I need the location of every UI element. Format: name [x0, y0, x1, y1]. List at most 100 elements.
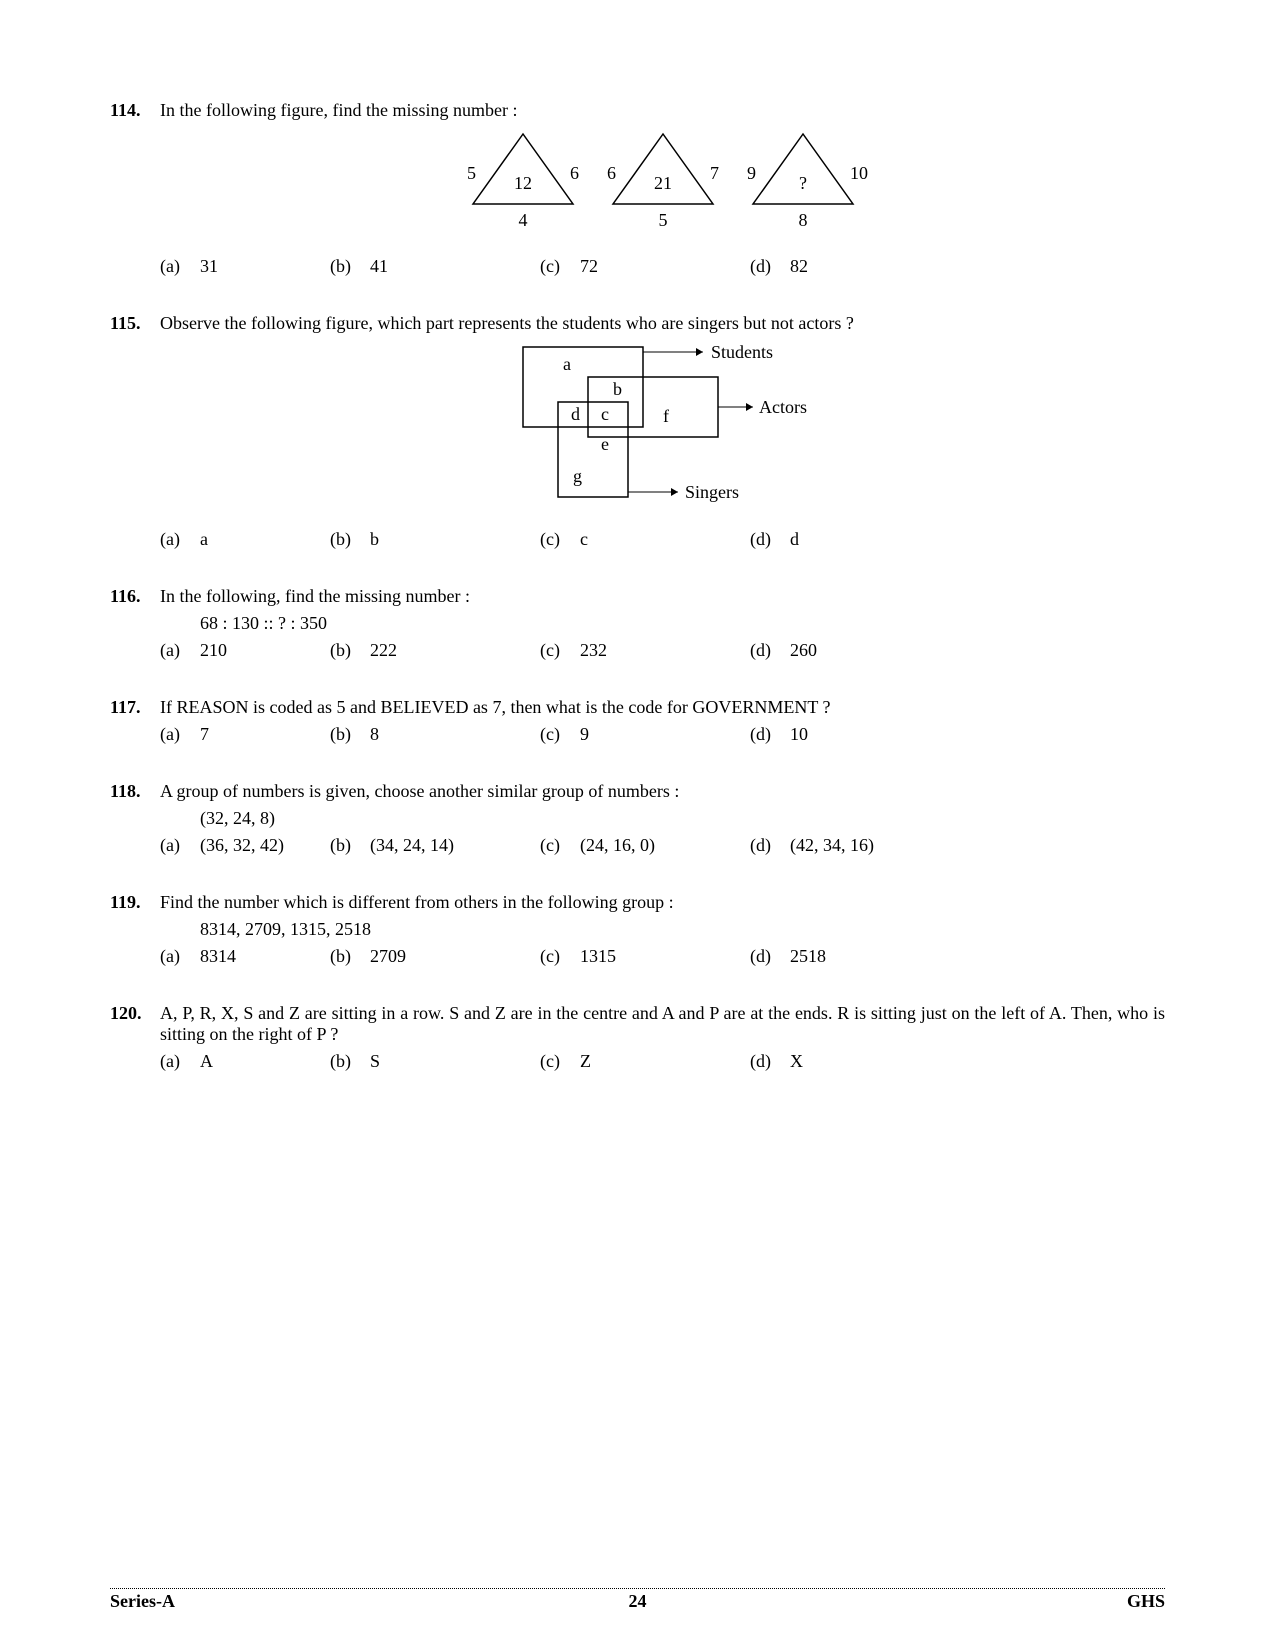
option-value: 72 — [580, 256, 598, 277]
t2-left: 6 — [607, 163, 616, 183]
options-row: (a)7 (b)8 (c)9 (d)10 — [160, 724, 1165, 745]
option-label: (c) — [540, 529, 580, 550]
question-number: 115. — [110, 313, 160, 334]
option-value: 82 — [790, 256, 808, 277]
option-value: (36, 32, 42) — [200, 835, 284, 856]
triangle-figure: 5 6 12 4 6 7 21 5 — [160, 129, 1165, 244]
question-text: Find the number which is different from … — [160, 892, 1165, 913]
option-label: (d) — [750, 835, 790, 856]
option-c: (c)9 — [540, 724, 750, 745]
option-c: (c)(24, 16, 0) — [540, 835, 750, 856]
region-a: a — [563, 354, 571, 374]
options-row: (a)a (b)b (c)c (d)d — [160, 529, 1165, 550]
region-b: b — [613, 379, 622, 399]
option-label: (d) — [750, 256, 790, 277]
option-b: (b)2709 — [330, 946, 540, 967]
option-a: (a)A — [160, 1051, 330, 1072]
question-body: Find the number which is different from … — [160, 892, 1165, 967]
question-text: In the following figure, find the missin… — [160, 100, 1165, 121]
option-d: (d)X — [750, 1051, 920, 1072]
question-number: 117. — [110, 697, 160, 718]
region-d: d — [571, 404, 580, 424]
option-value: Z — [580, 1051, 591, 1072]
option-value: 9 — [580, 724, 589, 745]
option-b: (b)41 — [330, 256, 540, 277]
option-a: (a)(36, 32, 42) — [160, 835, 330, 856]
region-g: g — [573, 466, 582, 486]
option-b: (b)S — [330, 1051, 540, 1072]
option-label: (b) — [330, 256, 370, 277]
question-114: 114. In the following figure, find the m… — [110, 100, 1165, 277]
option-label: (c) — [540, 946, 580, 967]
option-label: (d) — [750, 724, 790, 745]
option-d: (d)10 — [750, 724, 920, 745]
option-value: 8 — [370, 724, 379, 745]
option-value: (24, 16, 0) — [580, 835, 655, 856]
question-text: A group of numbers is given, choose anot… — [160, 781, 1165, 802]
question-number: 116. — [110, 586, 160, 607]
option-label: (d) — [750, 529, 790, 550]
option-value: 10 — [790, 724, 808, 745]
question-text: A, P, R, X, S and Z are sitting in a row… — [160, 1003, 1165, 1045]
option-label: (c) — [540, 256, 580, 277]
label-actors: Actors — [759, 397, 807, 417]
question-subtext: 68 : 130 :: ? : 350 — [200, 613, 1165, 634]
option-label: (a) — [160, 529, 200, 550]
option-label: (a) — [160, 640, 200, 661]
venn-figure: a b c d e f g — [160, 342, 1165, 517]
option-label: (c) — [540, 640, 580, 661]
label-students: Students — [711, 342, 773, 362]
option-value: c — [580, 529, 588, 550]
option-label: (a) — [160, 256, 200, 277]
option-b: (b)222 — [330, 640, 540, 661]
t1-bottom: 4 — [518, 210, 527, 230]
option-value: 260 — [790, 640, 817, 661]
option-value: 8314 — [200, 946, 236, 967]
option-value: S — [370, 1051, 380, 1072]
option-value: 2709 — [370, 946, 406, 967]
question-text: In the following, find the missing numbe… — [160, 586, 1165, 607]
options-row: (a)210 (b)222 (c)232 (d)260 — [160, 640, 1165, 661]
question-body: In the following figure, find the missin… — [160, 100, 1165, 277]
question-body: If REASON is coded as 5 and BELIEVED as … — [160, 697, 1165, 745]
option-c: (c)232 — [540, 640, 750, 661]
option-value: 222 — [370, 640, 397, 661]
options-row: (a)8314 (b)2709 (c)1315 (d)2518 — [160, 946, 1165, 967]
option-b: (b)8 — [330, 724, 540, 745]
option-d: (d)d — [750, 529, 920, 550]
t2-bottom: 5 — [658, 210, 667, 230]
t1-center: 12 — [514, 173, 532, 193]
option-value: (42, 34, 16) — [790, 835, 874, 856]
option-value: a — [200, 529, 208, 550]
region-f: f — [663, 406, 669, 426]
footer-code: GHS — [1127, 1591, 1165, 1612]
question-text: If REASON is coded as 5 and BELIEVED as … — [160, 697, 1165, 718]
page-footer: Series-A 24 GHS — [110, 1588, 1165, 1612]
question-number: 120. — [110, 1003, 160, 1024]
t2-center: 21 — [654, 173, 672, 193]
question-118: 118. A group of numbers is given, choose… — [110, 781, 1165, 856]
option-label: (b) — [330, 835, 370, 856]
question-number: 119. — [110, 892, 160, 913]
option-b: (b)b — [330, 529, 540, 550]
option-label: (a) — [160, 724, 200, 745]
option-d: (d)(42, 34, 16) — [750, 835, 920, 856]
option-a: (a)a — [160, 529, 330, 550]
option-label: (d) — [750, 640, 790, 661]
option-label: (c) — [540, 724, 580, 745]
footer-page-number: 24 — [629, 1591, 647, 1612]
option-label: (c) — [540, 1051, 580, 1072]
question-120: 120. A, P, R, X, S and Z are sitting in … — [110, 1003, 1165, 1072]
option-value: d — [790, 529, 799, 550]
option-label: (d) — [750, 946, 790, 967]
question-115: 115. Observe the following figure, which… — [110, 313, 1165, 550]
option-a: (a)8314 — [160, 946, 330, 967]
t1-right: 6 — [570, 163, 579, 183]
t3-left: 9 — [747, 163, 756, 183]
option-label: (b) — [330, 529, 370, 550]
option-value: A — [200, 1051, 213, 1072]
options-row: (a)(36, 32, 42) (b)(34, 24, 14) (c)(24, … — [160, 835, 1165, 856]
question-body: A, P, R, X, S and Z are sitting in a row… — [160, 1003, 1165, 1072]
option-value: (34, 24, 14) — [370, 835, 454, 856]
t2-right: 7 — [710, 163, 719, 183]
